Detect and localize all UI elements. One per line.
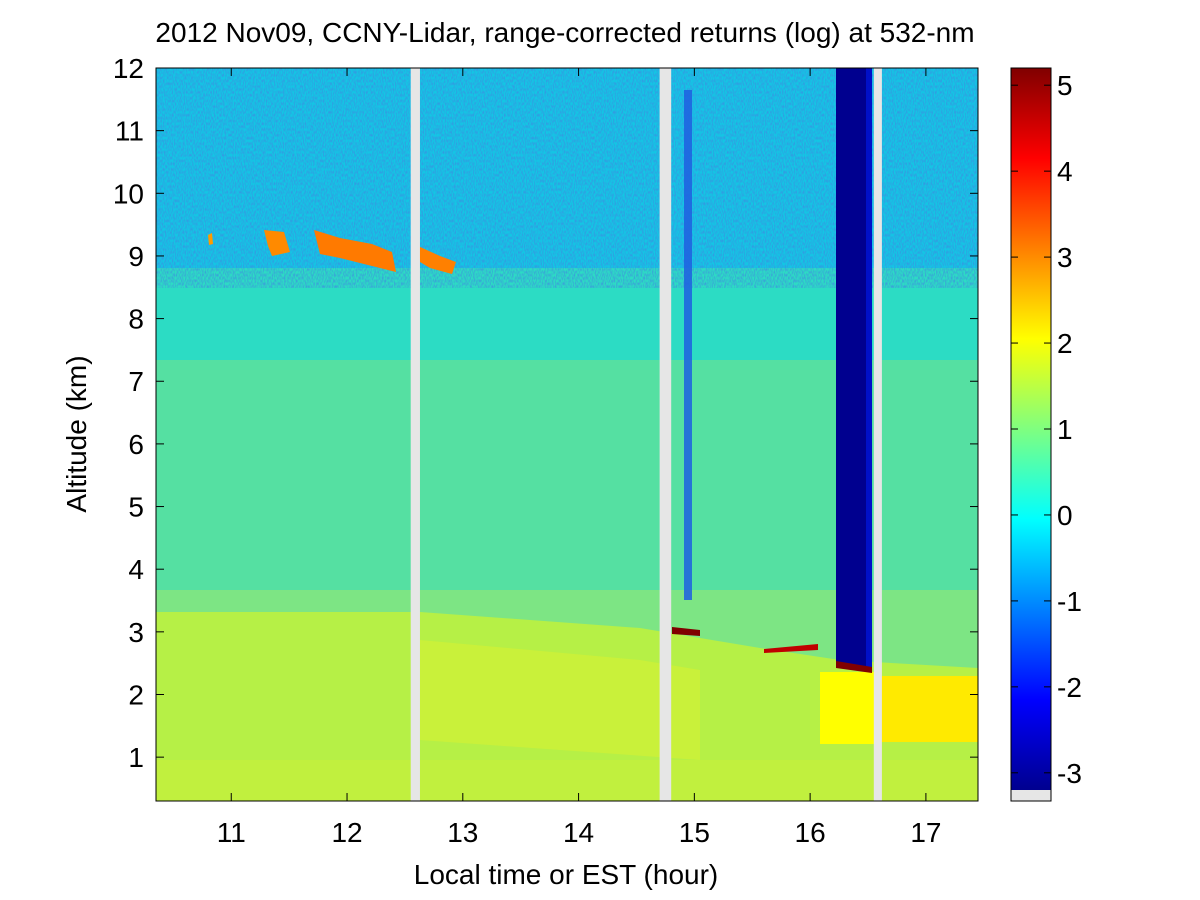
- x-axis: 11 12 13 14 15 16 17: [217, 68, 941, 848]
- colorbar-frame: [1010, 67, 1052, 802]
- boundary-layer-inner: [420, 640, 700, 760]
- bl-top-return-2: [836, 661, 872, 673]
- y-axis-label: Altitude (km): [61, 355, 92, 512]
- x-axis-label: Local time or EST (hour): [414, 859, 719, 890]
- data-gap-1: [410, 68, 420, 801]
- colorbar: -3 -2 -1 0 1 2 3 4 5: [1010, 67, 1082, 802]
- colorbar-tick-label: -2: [1057, 672, 1082, 703]
- x-tick-label: 12: [331, 817, 362, 848]
- low-signal-streak-2: [836, 68, 866, 668]
- bl-top-return-3: [764, 644, 818, 653]
- colorbar-tick-label: 4: [1057, 156, 1073, 187]
- y-tick-label: 1: [128, 742, 144, 773]
- plot-area: [156, 68, 978, 801]
- data-gaps: [410, 68, 882, 801]
- y-tick-label: 7: [128, 366, 144, 397]
- cirrus-cloud-1: [208, 233, 213, 245]
- colorbar-tick-label: 0: [1057, 500, 1073, 531]
- cirrus-cloud-2: [264, 230, 290, 256]
- colorbar-tick-label: 5: [1057, 70, 1073, 101]
- low-signal-streak-1: [684, 90, 692, 600]
- colorbar-tick-label: 3: [1057, 242, 1073, 273]
- plot-frame: [155, 67, 979, 802]
- y-tick-label: 3: [128, 617, 144, 648]
- y-tick-label: 2: [128, 679, 144, 710]
- y-tick-label: 9: [128, 241, 144, 272]
- y-tick-label: 6: [128, 429, 144, 460]
- y-tick-label: 4: [128, 554, 144, 585]
- colorbar-tick-label: 1: [1057, 414, 1073, 445]
- x-tick-label: 14: [563, 817, 594, 848]
- x-tick-label: 11: [217, 817, 246, 848]
- cirrus-cloud-4: [418, 246, 456, 274]
- y-tick-label: 11: [115, 116, 144, 147]
- aerosol-block-1: [820, 672, 878, 744]
- x-tick-label: 16: [795, 817, 826, 848]
- surface-layer: [156, 760, 978, 801]
- data-gap-3: [873, 68, 882, 801]
- x-tick-label: 13: [447, 817, 478, 848]
- low-signal-streak-3: [866, 68, 872, 668]
- colorbar-tick-label: -1: [1057, 586, 1082, 617]
- colorbar-missing-swatch: [1011, 790, 1051, 801]
- y-tick-label: 5: [128, 492, 144, 523]
- colorbar-tick-label: 2: [1057, 328, 1073, 359]
- y-tick-label: 8: [128, 304, 144, 335]
- aerosol-block-2: [880, 676, 978, 742]
- y-tick-label: 12: [113, 53, 144, 84]
- cirrus-cloud-3: [314, 230, 396, 272]
- colorbar-ticks: -3 -2 -1 0 1 2 3 4 5: [1011, 70, 1082, 789]
- data-gap-2: [659, 68, 672, 801]
- chart-title: 2012 Nov09, CCNY-Lidar, range-corrected …: [155, 17, 974, 48]
- y-tick-label: 10: [113, 178, 144, 209]
- x-tick-label: 17: [910, 817, 941, 848]
- colorbar-tick-label: -3: [1057, 758, 1082, 789]
- x-tick-label: 15: [679, 817, 710, 848]
- bl-top-return-1: [672, 627, 700, 636]
